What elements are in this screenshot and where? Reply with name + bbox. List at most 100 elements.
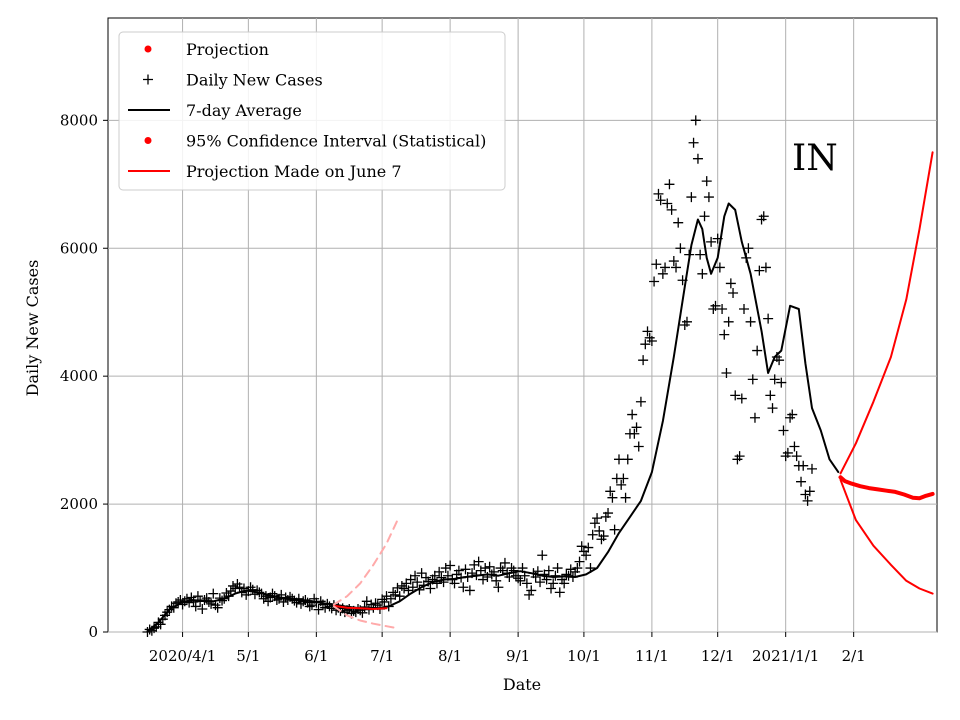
daily-case-marker	[587, 529, 598, 540]
daily-case-marker	[572, 563, 583, 574]
daily-case-marker	[703, 192, 714, 203]
daily-case-marker	[791, 451, 802, 462]
daily-case-marker	[806, 463, 817, 474]
legend-label: 7-day Average	[186, 101, 302, 120]
daily-case-marker	[660, 262, 671, 273]
daily-case-marker	[197, 603, 208, 614]
daily-case-marker	[622, 454, 633, 465]
daily-case-marker	[651, 259, 662, 270]
daily-case-marker	[576, 541, 587, 552]
daily-case-marker	[745, 316, 756, 327]
daily-case-marker	[769, 374, 780, 385]
daily-case-marker	[646, 335, 657, 346]
legend-label: Projection Made on June 7	[186, 162, 402, 181]
x-tick-label: 10/1	[567, 647, 601, 665]
daily-case-marker	[425, 583, 436, 594]
legend-label: Projection	[186, 40, 269, 59]
daily-case-marker	[675, 243, 686, 254]
daily-case-marker	[407, 582, 418, 593]
y-tick-label: 2000	[60, 495, 98, 513]
daily-case-marker	[603, 508, 614, 519]
daily-case-marker	[410, 570, 421, 581]
daily-case-marker	[524, 589, 535, 600]
daily-case-marker	[449, 578, 460, 589]
daily-case-marker	[787, 409, 798, 420]
x-tick-label: 2/1	[842, 647, 866, 665]
daily-case-marker	[537, 550, 548, 561]
daily-case-marker	[616, 479, 627, 490]
daily-case-marker	[714, 262, 725, 273]
daily-case-marker	[796, 476, 807, 487]
daily-case-marker	[390, 589, 401, 600]
daily-case-marker	[304, 601, 315, 612]
daily-case-marker	[396, 580, 407, 591]
daily-case-marker	[344, 603, 355, 614]
daily-case-marker	[633, 441, 644, 452]
daily-case-marker	[717, 304, 728, 315]
tick-layer: 2020/4/1 5/1 6/1 7/1 8/1 9/1 10/1 11/1 12/1 2021/…	[60, 111, 866, 665]
daily-case-marker	[499, 557, 510, 568]
daily-case-marker	[526, 585, 537, 596]
daily-case-marker	[681, 316, 692, 327]
daily-case-marker	[765, 390, 776, 401]
daily-case-marker	[690, 115, 701, 126]
daily-case-marker	[491, 575, 502, 586]
daily-case-marker	[627, 409, 638, 420]
daily-case-marker	[592, 513, 603, 524]
daily-case-marker	[589, 518, 600, 529]
daily-case-marker	[739, 304, 750, 315]
daily-case-marker	[381, 591, 392, 602]
daily-case-marker	[758, 211, 769, 222]
x-tick-label: 7/1	[370, 647, 394, 665]
y-tick-label: 4000	[60, 367, 98, 385]
daily-case-marker	[789, 441, 800, 452]
daily-case-marker	[736, 393, 747, 404]
daily-case-marker	[767, 403, 778, 414]
legend-marker-plus	[143, 74, 153, 85]
daily-case-marker	[464, 585, 475, 596]
x-tick-label: 2021/1/1	[752, 647, 819, 665]
daily-case-marker	[725, 278, 736, 289]
daily-case-marker	[370, 598, 381, 609]
daily-case-marker	[434, 566, 445, 577]
daily-case-marker	[640, 339, 651, 350]
daily-case-marker	[653, 188, 664, 199]
daily-case-marker	[664, 179, 675, 190]
daily-case-marker	[804, 486, 815, 497]
daily-case-marker	[594, 525, 605, 536]
daily-case-marker	[598, 531, 609, 542]
daily-case-marker	[212, 602, 223, 613]
daily-case-marker	[543, 565, 554, 576]
legend-marker-red-dot	[144, 45, 152, 53]
x-tick-label: 6/1	[304, 647, 328, 665]
daily-case-marker	[521, 578, 532, 589]
legend-box	[118, 31, 506, 191]
data-layer	[142, 115, 935, 637]
daily-case-marker	[657, 268, 668, 279]
legend-marker-red-dot	[144, 137, 152, 144]
daily-case-marker	[513, 573, 524, 584]
daily-case-marker	[258, 593, 269, 604]
daily-case-marker	[234, 582, 245, 593]
daily-case-marker	[359, 602, 370, 613]
daily-case-marker	[484, 561, 495, 572]
daily-case-marker	[719, 329, 730, 340]
daily-case-marker	[394, 591, 405, 602]
daily-case-marker	[388, 587, 399, 598]
daily-case-marker	[655, 195, 666, 206]
daily-case-marker	[225, 586, 236, 597]
daily-case-marker	[666, 204, 677, 215]
daily-case-marker	[605, 486, 616, 497]
daily-case-marker	[728, 288, 739, 299]
daily-case-marker	[289, 595, 300, 606]
daily-case-marker	[802, 495, 813, 506]
daily-case-marker	[710, 300, 721, 311]
avg-line	[146, 202, 840, 633]
daily-case-marker	[613, 454, 624, 465]
daily-case-marker	[618, 473, 629, 484]
daily-case-marker	[208, 588, 219, 599]
daily-case-marker	[379, 596, 390, 607]
daily-case-marker	[445, 560, 456, 571]
daily-case-marker	[706, 236, 717, 247]
daily-case-marker	[743, 243, 754, 254]
